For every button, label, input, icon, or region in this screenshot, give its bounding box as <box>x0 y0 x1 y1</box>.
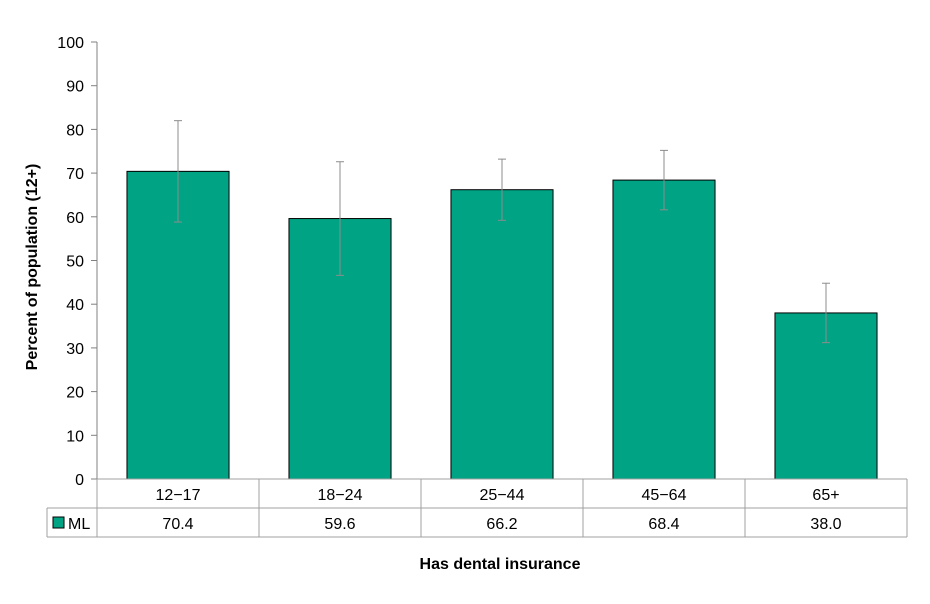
data-label: 68.4 <box>648 516 679 533</box>
y-tick-label: 90 <box>66 79 84 96</box>
y-tick-label: 50 <box>66 254 84 271</box>
y-tick-label: 80 <box>66 122 84 139</box>
data-label: 38.0 <box>810 516 841 533</box>
data-label: 70.4 <box>162 516 193 533</box>
legend-label: ML <box>68 516 90 533</box>
y-tick-label: 0 <box>75 472 84 489</box>
x-axis-title: Has dental insurance <box>420 556 581 573</box>
y-tick-label: 70 <box>66 166 84 183</box>
x-category-label: 25−44 <box>480 487 525 504</box>
bar <box>612 179 716 480</box>
bar <box>126 170 230 480</box>
x-category-label: 45−64 <box>642 487 687 504</box>
data-label: 66.2 <box>486 516 517 533</box>
data-table: 12−17 70.4 18−24 59.6 25−44 66.2 45−64 68.4 65+ 3… <box>46 478 908 538</box>
x-category-label: 12−17 <box>156 487 201 504</box>
y-tick-label: 10 <box>66 428 84 445</box>
x-category-label: 65+ <box>812 487 839 504</box>
y-tick-label: 60 <box>66 210 84 227</box>
bar <box>450 189 554 480</box>
data-label: 59.6 <box>324 516 355 533</box>
legend-swatch <box>52 516 65 529</box>
y-tick-label: 100 <box>57 35 84 52</box>
y-axis: 0 10 20 30 40 50 60 70 80 90 100 <box>57 35 98 489</box>
y-tick-label: 20 <box>66 385 84 402</box>
y-axis-title: Percent of population (12+) <box>24 164 41 371</box>
error-bars <box>174 120 830 344</box>
y-tick-label: 40 <box>66 297 84 314</box>
y-tick-label: 30 <box>66 341 84 358</box>
x-category-label: 18−24 <box>318 487 363 504</box>
